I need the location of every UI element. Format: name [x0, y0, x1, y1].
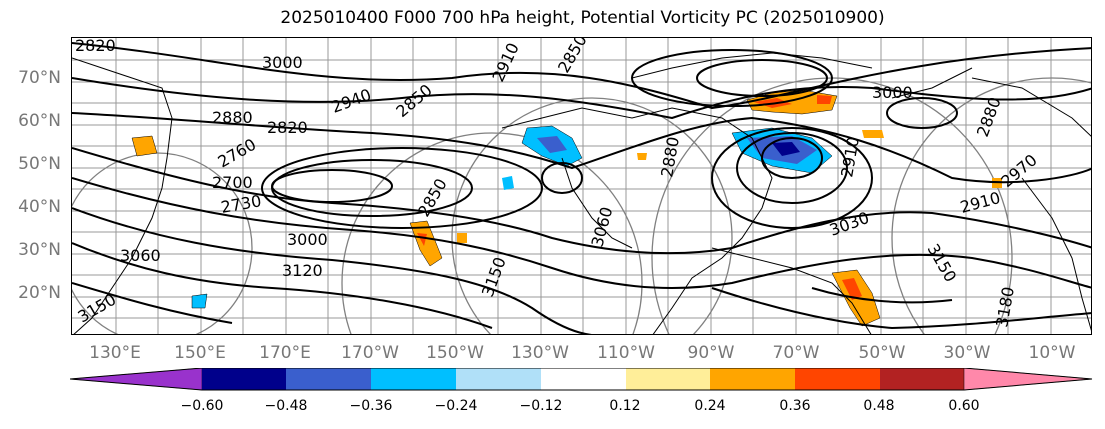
- colorbar-tick-label: −0.48: [264, 398, 308, 414]
- contour-label: 2850: [392, 80, 435, 121]
- contour-label: 2700: [212, 173, 253, 192]
- contour-label: 3180: [992, 285, 1018, 328]
- colorbar-tick-label: 0.24: [694, 398, 726, 414]
- lon-label: 130°E: [89, 343, 141, 363]
- colorbar-segment: [286, 368, 371, 390]
- lat-label: 60°N: [18, 111, 61, 131]
- contour-label: 2820: [267, 118, 308, 137]
- map-title: 2025010400 F000 700 hPa height, Potentia…: [280, 8, 885, 28]
- lat-label: 30°N: [18, 240, 61, 260]
- colorbar-segment: [456, 368, 541, 390]
- contour-label: 3120: [282, 261, 323, 280]
- lon-label: 10°W: [1028, 343, 1076, 363]
- pv-shading: [131, 89, 1002, 327]
- contour-label: 2940: [329, 85, 374, 117]
- lat-label: 20°N: [18, 283, 61, 303]
- lat-label: 70°N: [18, 68, 61, 88]
- lon-label: 110°W: [597, 343, 655, 363]
- colorbar-tick-label: 0.36: [779, 398, 811, 414]
- colorbar-segment: [541, 368, 626, 390]
- colorbar-segment: [963, 368, 1093, 391]
- lat-label: 40°N: [18, 197, 61, 217]
- contour-label: 2760: [215, 135, 260, 172]
- contour-label: 3000: [262, 53, 303, 72]
- lon-label: 90°W: [687, 343, 735, 363]
- contour-label: 2880: [212, 108, 253, 127]
- colorbar-segment: [626, 368, 710, 390]
- lon-label: 150°E: [174, 343, 226, 363]
- colorbar-segment: [710, 368, 795, 390]
- colorbar-tick-label: −0.24: [434, 398, 478, 414]
- contour-label: 2730: [219, 191, 262, 217]
- contour-label: 2880: [657, 135, 683, 178]
- contour-label: 3000: [872, 83, 913, 102]
- lon-label: 170°E: [259, 343, 311, 363]
- height-contours: [72, 42, 1091, 334]
- colorbar-tick-label: 0.60: [948, 398, 980, 414]
- lon-label: 50°W: [858, 343, 906, 363]
- colorbar-segment: [202, 368, 286, 390]
- lat-label: 50°N: [18, 154, 61, 174]
- colorbar-tick-label: −0.36: [349, 398, 393, 414]
- colorbar: [70, 368, 1093, 391]
- contour-label: 2970: [997, 150, 1040, 191]
- contour-label: 2820: [75, 38, 116, 55]
- lon-label: 170°W: [341, 343, 399, 363]
- colorbar-tick-label: 0.48: [863, 398, 895, 414]
- colorbar-segment: [371, 368, 456, 390]
- graticule: [72, 38, 1091, 334]
- contour-label: 2880: [973, 95, 1005, 140]
- contour-label: 2850: [554, 38, 591, 76]
- contour-label: 3150: [478, 255, 510, 300]
- map-canvas: 2820 3000 2910 2850 2940 2880 2820 2850 …: [72, 38, 1091, 334]
- contour-label: 2910: [488, 40, 522, 85]
- colorbar-tick-label: −0.12: [519, 398, 563, 414]
- colorbar-segment: [795, 368, 880, 390]
- colorbar-tick-label: 0.12: [609, 398, 641, 414]
- lon-label: 70°W: [772, 343, 820, 363]
- colorbar-segment: [70, 368, 203, 391]
- lon-label: 30°W: [943, 343, 991, 363]
- colorbar-segment: [880, 368, 964, 390]
- contour-label: 2910: [958, 188, 1002, 217]
- contour-label: 3030: [827, 208, 872, 240]
- contour-label: 3060: [120, 246, 161, 265]
- lon-label: 150°W: [426, 343, 484, 363]
- contour-label: 3150: [924, 241, 961, 286]
- lon-label: 130°W: [511, 343, 569, 363]
- contour-label: 3000: [287, 230, 328, 249]
- contour-label: 2910: [837, 135, 863, 178]
- map-panel[interactable]: 2820 3000 2910 2850 2940 2880 2820 2850 …: [71, 37, 1092, 335]
- colorbar-tick-label: −0.60: [180, 398, 224, 414]
